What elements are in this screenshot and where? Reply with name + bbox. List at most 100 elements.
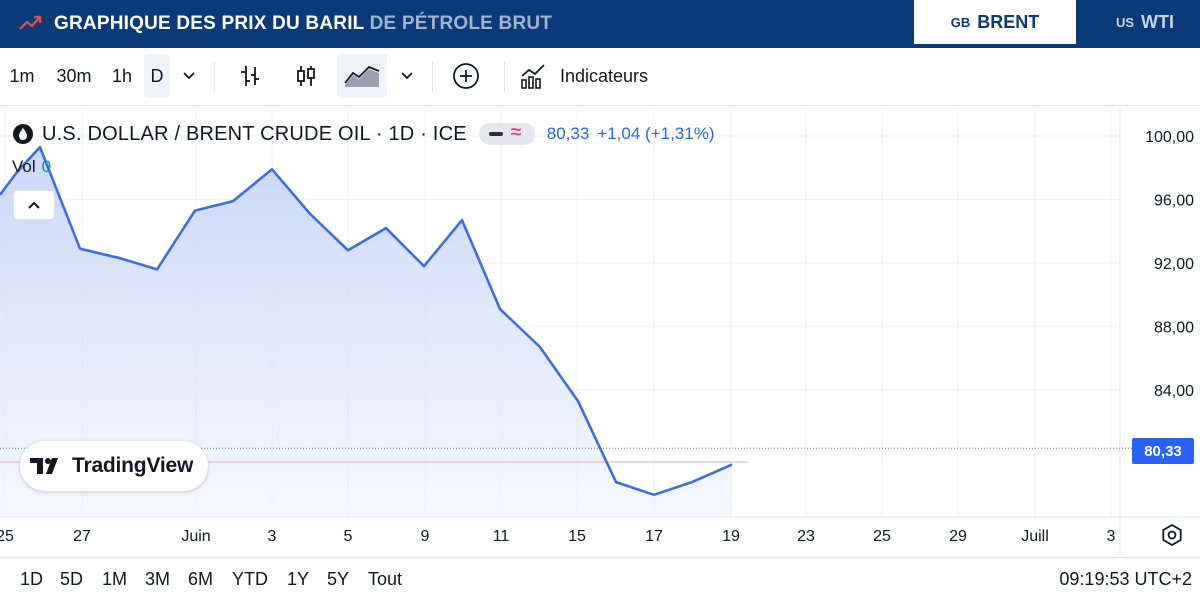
- country-code: GB: [950, 14, 971, 30]
- add-circle-icon: [453, 63, 479, 89]
- x-tick-label: 5: [344, 528, 353, 545]
- y-tick-label: 84,00: [1154, 383, 1194, 400]
- bar-chart-type-button[interactable]: [230, 54, 270, 98]
- range-1m-button[interactable]: 1M: [102, 569, 128, 589]
- area-chart-icon: [344, 65, 380, 87]
- clock: 09:19:53 UTC+2: [1059, 569, 1192, 589]
- x-tick-label: 29: [949, 528, 967, 545]
- tab-brent[interactable]: GB BRENT: [914, 0, 1076, 44]
- chart-legend: U.S. DOLLAR / BRENT CRUDE OIL · 1D · ICE…: [12, 121, 715, 147]
- range-5y-button[interactable]: 5Y: [327, 569, 350, 589]
- x-tick-label: 25: [0, 528, 14, 545]
- bar-chart-icon: [241, 66, 259, 86]
- indicators-icon: [521, 64, 545, 89]
- range-3m-button[interactable]: 3M: [145, 569, 171, 589]
- candlestick-icon: [297, 66, 315, 86]
- price-point: [652, 493, 656, 497]
- price-point: [460, 218, 464, 222]
- range-1y-button[interactable]: 1Y: [287, 569, 310, 589]
- price-change: +1,04 (+1,31%): [597, 124, 715, 143]
- price-point: [193, 209, 197, 213]
- price-point: [422, 264, 426, 268]
- x-tick-label: 19: [722, 528, 740, 545]
- interval-dropdown[interactable]: [174, 54, 204, 98]
- current-price-tag: 80,33: [1132, 438, 1194, 464]
- x-tick-label: 11: [493, 528, 510, 545]
- toolbar-divider: [504, 62, 505, 92]
- y-tick-label: 92,00: [1154, 256, 1194, 273]
- x-tick-label: Juin: [181, 528, 210, 545]
- y-tick-label: 100,00: [1145, 129, 1194, 146]
- interval-30m-button[interactable]: 30m: [56, 65, 92, 86]
- header-banner: GRAPHIQUE DES PRIX DU BARIL DE PÉTROLE B…: [0, 0, 1200, 48]
- dash-icon: [488, 132, 503, 136]
- tab-label: BRENT: [977, 11, 1040, 32]
- x-tick-label: 9: [421, 528, 430, 545]
- chevron-down-icon: [401, 72, 413, 80]
- market-status-pill[interactable]: ≈: [478, 122, 535, 145]
- volume-legend: Vol 0: [12, 157, 51, 177]
- y-tick-label: 88,00: [1154, 320, 1194, 337]
- x-tick-label: 23: [797, 528, 815, 545]
- x-tick-label: Juill: [1021, 528, 1049, 545]
- interval-d-button[interactable]: D: [144, 54, 170, 98]
- price-point: [614, 480, 618, 484]
- chart-toolbar: 1m 30m 1h D: [0, 48, 1200, 106]
- range-1d-button[interactable]: 1D: [20, 569, 44, 589]
- price-line: [0, 145, 733, 497]
- indicators-label: Indicateurs: [560, 65, 649, 86]
- range-5d-button[interactable]: 5D: [60, 569, 84, 589]
- price-point: [538, 345, 542, 349]
- price-point: [346, 248, 350, 252]
- chevron-down-icon: [183, 72, 195, 80]
- range-all-button[interactable]: Tout: [368, 569, 403, 589]
- tab-wti[interactable]: US WTI: [1090, 0, 1200, 44]
- x-tick-label: 25: [873, 528, 891, 545]
- compare-add-button[interactable]: [446, 54, 486, 98]
- x-tick-label: 27: [73, 528, 91, 545]
- x-tick-label: 17: [645, 528, 663, 545]
- last-price: 80,33: [546, 124, 590, 143]
- approx-icon: ≈: [510, 122, 522, 143]
- trend-up-icon: [19, 15, 42, 30]
- price-point: [384, 226, 388, 230]
- y-tick-label: 96,00: [1154, 193, 1194, 210]
- x-tick-label: 3: [268, 528, 277, 545]
- tradingview-logo-text: TradingView: [72, 454, 194, 477]
- interval-1m-button[interactable]: 1m: [9, 65, 35, 86]
- chart-settings-button[interactable]: [1158, 521, 1186, 549]
- tab-label: WTI: [1141, 11, 1175, 32]
- page-title-main: GRAPHIQUE DES PRIX DU BARIL: [54, 13, 365, 34]
- toolbar-divider: [214, 62, 215, 92]
- chevron-up-icon: [28, 201, 40, 209]
- chart-type-dropdown[interactable]: [392, 54, 422, 98]
- range-bar: 1D 5D 1M 3M 6M YTD 1Y 5Y Tout 09:19:53 U…: [0, 557, 1200, 600]
- range-6m-button[interactable]: 6M: [188, 569, 214, 589]
- price-area-fill: [0, 147, 732, 517]
- tradingview-logo[interactable]: TradingView: [20, 441, 208, 491]
- area-chart-type-button[interactable]: [337, 54, 387, 98]
- collapse-legend-button[interactable]: [14, 191, 54, 219]
- indicators-button[interactable]: Indicateurs: [518, 54, 674, 98]
- interval-1h-button[interactable]: 1h: [111, 65, 133, 86]
- x-tick-label: 15: [568, 528, 586, 545]
- page-title-sub: DE PÉTROLE BRUT: [369, 13, 553, 34]
- price-point: [576, 399, 580, 403]
- range-ytd-button[interactable]: YTD: [232, 569, 268, 589]
- volume-label: Vol: [12, 157, 36, 176]
- symbol-title[interactable]: U.S. DOLLAR / BRENT CRUDE OIL · 1D · ICE: [42, 122, 467, 145]
- price-point: [155, 267, 159, 271]
- x-tick-label: 3: [1107, 528, 1116, 545]
- price-point: [308, 212, 312, 216]
- country-code: US: [1115, 14, 1135, 30]
- gear-icon: [1162, 523, 1182, 547]
- tradingview-logo-icon: [30, 458, 58, 474]
- chart-svg: 100,00 96,00 92,00 88,00 84,00 25 27 Juin 3 5 9 11 1…: [0, 107, 1200, 557]
- volume-value: 0: [41, 157, 52, 176]
- price-point: [231, 199, 235, 203]
- price-point: [730, 463, 734, 467]
- price-chart[interactable]: 100,00 96,00 92,00 88,00 84,00 25 27 Juin 3 5 9 11 1…: [0, 107, 1200, 557]
- candle-chart-type-button[interactable]: [286, 54, 326, 98]
- price-point: [118, 256, 122, 260]
- drop-icon: [13, 124, 33, 144]
